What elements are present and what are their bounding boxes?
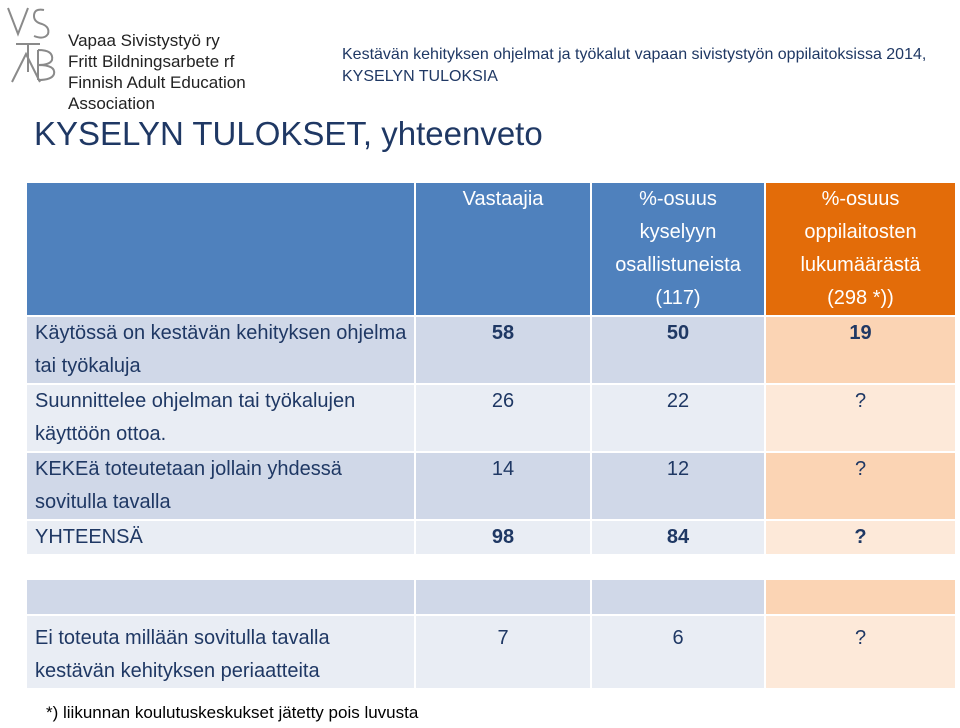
cell-pct-kysely xyxy=(590,578,766,616)
header-pct-oppilaitos-line-2: oppilaitosten xyxy=(804,221,917,243)
table-row: Suunnittelee ohjelman tai työkalujen käy… xyxy=(25,383,957,453)
cell-pct-oppilaitos: ? xyxy=(764,383,957,453)
cell-pct-oppilaitos: ? xyxy=(764,519,957,556)
header-cell-pct-kysely: %-osuus kyselyyn osallistuneista (117) xyxy=(590,181,766,317)
cell-vastaajia: 98 xyxy=(414,519,592,556)
cell-pct-kysely: 12 xyxy=(590,451,766,521)
header-pct-oppilaitos-line-1: %-osuus xyxy=(821,188,900,210)
cell-pct-kysely: 6 xyxy=(590,614,766,690)
header-pct-kysely-line-2: kyselyyn xyxy=(639,221,717,243)
row-label: Ei toteuta millään sovitulla tavalla kes… xyxy=(25,614,416,690)
table-row: KEKEä toteutetaan jollain yhdessä sovitu… xyxy=(25,451,957,521)
cell-pct-kysely: 50 xyxy=(590,315,766,385)
header-subtitle-line-1: Kestävän kehityksen ohjelmat ja työkalut… xyxy=(342,46,927,63)
header-subtitle-line-2: KYSELYN TULOKSIA xyxy=(342,68,498,85)
row-label: KEKEä toteutetaan jollain yhdessä sovitu… xyxy=(25,451,416,521)
gap-cell xyxy=(25,554,416,580)
row-label: YHTEENSÄ xyxy=(25,519,416,556)
vsy-logo: Vapaa Sivistystyö ry Fritt Bildningsarbe… xyxy=(0,0,300,113)
table-row-empty xyxy=(25,578,957,616)
gap-cell xyxy=(590,554,766,580)
row-label: Käytössä on kestävän kehityksen ohjelma … xyxy=(25,315,416,385)
results-table: Vastaajia %-osuus kyselyyn osallistuneis… xyxy=(25,181,957,690)
cell-vastaajia: 58 xyxy=(414,315,592,385)
cell-vastaajia: 26 xyxy=(414,383,592,453)
row-label: Suunnittelee ohjelman tai työkalujen käy… xyxy=(25,383,416,453)
row-label xyxy=(25,578,416,616)
cell-vastaajia: 14 xyxy=(414,451,592,521)
header-cell-blank xyxy=(25,181,416,317)
cell-pct-oppilaitos: 19 xyxy=(764,315,957,385)
logo-line-3: Finnish Adult Education Association xyxy=(68,73,246,113)
header-cell-vastaajia: Vastaajia xyxy=(414,181,592,317)
cell-pct-kysely: 22 xyxy=(590,383,766,453)
logo-line-2: Fritt Bildningsarbete rf xyxy=(68,52,235,71)
header-cell-pct-oppilaitos: %-osuus oppilaitosten lukumäärästä (298 … xyxy=(764,181,957,317)
logo-line-1: Vapaa Sivistystyö ry xyxy=(68,31,220,50)
table-row-total: YHTEENSÄ 98 84 ? xyxy=(25,519,957,556)
cell-vastaajia: 7 xyxy=(414,614,592,690)
header-pct-kysely-line-4: (117) xyxy=(655,287,701,309)
table-row: Käytössä on kestävän kehityksen ohjelma … xyxy=(25,315,957,385)
header-pct-oppilaitos-line-4: (298 *)) xyxy=(827,287,894,309)
header-pct-kysely-line-1: %-osuus xyxy=(639,188,717,210)
table-row: Ei toteuta millään sovitulla tavalla kes… xyxy=(25,614,957,690)
header-pct-kysely-line-3: osallistuneista xyxy=(615,254,741,276)
gap-cell xyxy=(764,554,957,580)
cell-pct-oppilaitos xyxy=(764,578,957,616)
page-title: KYSELYN TULOKSET, yhteenveto xyxy=(34,115,543,152)
cell-vastaajia xyxy=(414,578,592,616)
header-pct-oppilaitos-line-3: lukumäärästä xyxy=(800,254,921,276)
cell-pct-oppilaitos: ? xyxy=(764,614,957,690)
cell-pct-kysely: 84 xyxy=(590,519,766,556)
table-gap-row xyxy=(25,554,957,580)
cell-pct-oppilaitos: ? xyxy=(764,451,957,521)
table-header-row: Vastaajia %-osuus kyselyyn osallistuneis… xyxy=(25,181,957,317)
header-vastaajia-line-1: Vastaajia xyxy=(462,188,544,210)
gap-cell xyxy=(414,554,592,580)
vstab-logo-mark-icon xyxy=(7,7,56,83)
header-subtitle: Kestävän kehityksen ohjelmat ja työkalut… xyxy=(342,44,952,88)
footnote: *) liikunnan koulutuskeskukset jätetty p… xyxy=(46,703,419,722)
